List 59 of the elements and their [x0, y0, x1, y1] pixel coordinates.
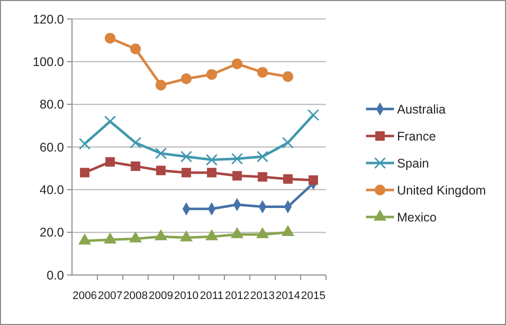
- legend-label: Australia: [397, 102, 446, 116]
- point: [258, 172, 268, 182]
- y-tick-label: 60.0: [40, 140, 64, 154]
- x-tick-label: 2006: [72, 290, 97, 302]
- point: [308, 175, 318, 185]
- point: [180, 73, 192, 84]
- point: [231, 152, 243, 165]
- point: [80, 168, 90, 178]
- x-tick-label: 2015: [301, 290, 326, 302]
- x-tick-label: 2013: [250, 290, 275, 302]
- point: [307, 109, 320, 121]
- x-tick-label: 2014: [276, 290, 300, 302]
- point: [232, 171, 242, 181]
- point: [205, 229, 218, 240]
- point: [182, 168, 192, 178]
- y-tick-label: 40.0: [40, 183, 64, 198]
- point: [206, 69, 218, 80]
- x-tick-label: 2008: [123, 290, 148, 302]
- x-tick-label: 2011: [200, 290, 224, 302]
- point: [282, 224, 294, 236]
- point: [130, 161, 140, 171]
- x-tick-label: 2009: [148, 290, 174, 302]
- legend-label: Mexico: [397, 210, 437, 224]
- y-tick-label: 20.0: [40, 226, 64, 240]
- point: [206, 154, 218, 166]
- point: [232, 58, 242, 70]
- point: [156, 166, 166, 176]
- point: [283, 174, 293, 184]
- y-tick-label: 0.0: [46, 268, 64, 282]
- y-tick-label: 80.0: [40, 98, 64, 112]
- point: [155, 148, 167, 160]
- point: [130, 44, 141, 54]
- legend-label: France: [397, 129, 436, 144]
- point: [104, 32, 116, 44]
- y-tick-label: 100.0: [32, 55, 64, 70]
- point: [156, 80, 166, 90]
- point: [154, 229, 168, 240]
- x-tick-label: 2010: [174, 290, 199, 302]
- point: [78, 138, 91, 150]
- point: [129, 231, 142, 242]
- point: [104, 232, 116, 244]
- point: [130, 136, 142, 149]
- point: [105, 157, 115, 167]
- point: [282, 71, 294, 82]
- point: [256, 227, 269, 238]
- point: [78, 234, 92, 245]
- point: [180, 150, 192, 162]
- point: [206, 168, 216, 178]
- point: [180, 230, 193, 242]
- x-tick-label: 2012: [224, 290, 250, 302]
- point: [257, 66, 268, 78]
- legend-label: Spain: [397, 156, 430, 170]
- point: [282, 136, 294, 149]
- point: [230, 227, 244, 238]
- x-tick-label: 2007: [98, 290, 122, 302]
- y-tick-label: 120.0: [32, 12, 64, 26]
- point: [104, 116, 116, 128]
- legend-label: United Kingdom: [397, 183, 486, 198]
- point: [256, 150, 268, 162]
